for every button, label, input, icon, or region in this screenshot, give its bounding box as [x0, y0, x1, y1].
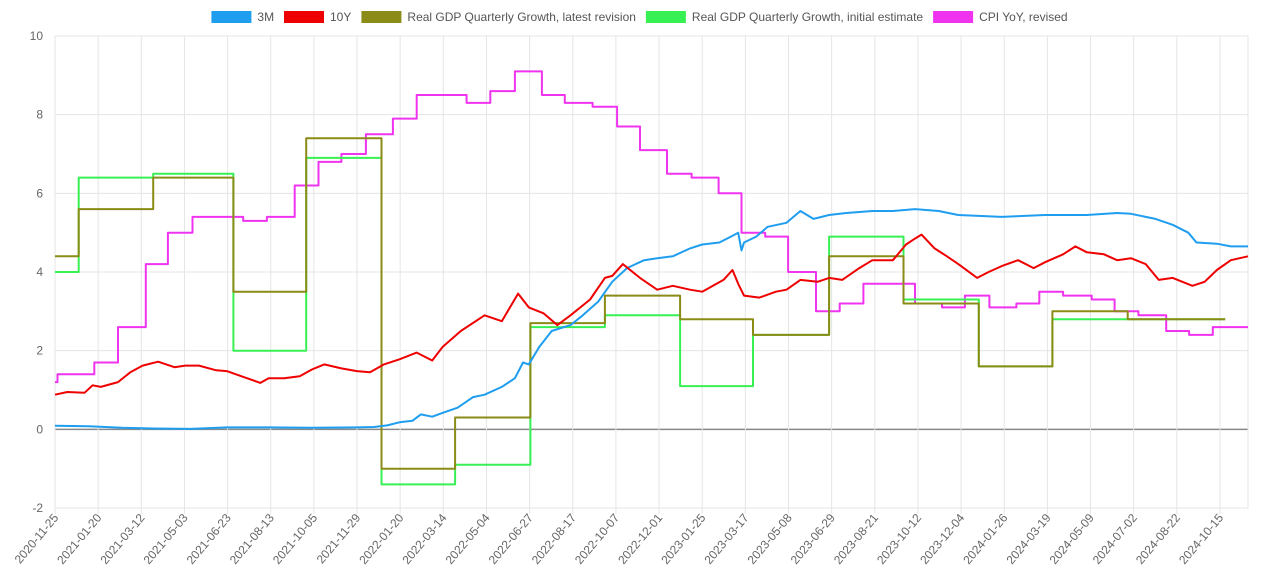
legend-label: Real GDP Quarterly Growth, latest revisi…: [407, 10, 636, 24]
legend-swatch: [933, 11, 974, 23]
series-line-2: [55, 137, 1226, 470]
y-tick-label: 8: [36, 108, 43, 122]
x-tick-label: 2021-10-05: [270, 511, 320, 567]
series-line-3: [55, 156, 1226, 486]
series-line-4: [55, 70, 1248, 384]
x-axis: 2020-11-252021-01-202021-03-122021-05-03…: [12, 511, 1227, 567]
legend-label: Real GDP Quarterly Growth, initial estim…: [692, 10, 924, 24]
legend-label: CPI YoY, revised: [979, 10, 1068, 24]
legend-swatch: [645, 11, 686, 23]
series-line-1: [54, 233, 1249, 396]
y-tick-label: 2: [36, 344, 43, 358]
legend-swatch: [284, 11, 324, 23]
legend-item[interactable]: CPI YoY, revised: [933, 10, 1068, 24]
y-tick-label: 0: [36, 422, 43, 436]
legend-item[interactable]: Real GDP Quarterly Growth, latest revisi…: [361, 10, 636, 24]
legend-swatch: [361, 11, 402, 23]
y-tick-label: 4: [36, 265, 43, 279]
series-line-0: [54, 208, 1248, 430]
series-lines: [54, 70, 1249, 486]
legend-label: 3M: [257, 10, 274, 24]
legend-item[interactable]: 10Y: [284, 10, 351, 24]
legend-label: 10Y: [330, 10, 351, 24]
legend[interactable]: 3M 10Y Real GDP Quarterly Growth, latest r…: [211, 10, 1068, 24]
y-tick-label: -2: [32, 501, 43, 515]
y-tick-label: 10: [30, 29, 44, 43]
y-axis: -2 0 2 4 6 8 10: [30, 29, 44, 515]
legend-item[interactable]: 3M: [211, 10, 274, 24]
x-tick-label: 2024-10-15: [1176, 511, 1226, 567]
legend-swatch: [211, 11, 252, 23]
legend-item[interactable]: Real GDP Quarterly Growth, initial estim…: [645, 10, 924, 24]
y-tick-label: 6: [36, 186, 43, 200]
